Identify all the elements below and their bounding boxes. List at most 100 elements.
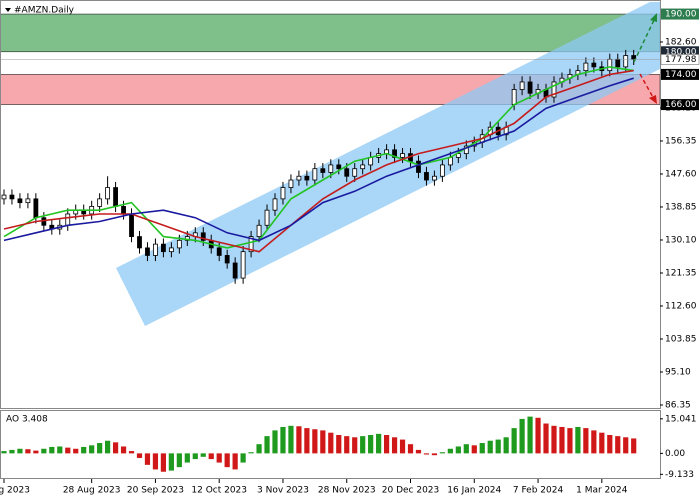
ao-bar [511,428,517,454]
candle-body [121,206,126,215]
candle-body [161,243,166,253]
ao-bar [33,450,39,454]
y-tick-label: 103.85 [665,334,697,344]
ao-bar [288,425,294,454]
candle-body [527,81,533,94]
y-tick-label: 156.35 [665,136,697,146]
candle-body [352,168,358,177]
ao-bar [1,451,7,454]
ao-bar [280,426,286,454]
ao-bar [487,440,493,454]
candle-body [623,55,629,68]
ao-bar [575,426,581,454]
candle-body [97,198,103,207]
y-tick-label: 121.35 [665,268,697,278]
zone [0,13,661,53]
candle-body [216,247,222,256]
candle-body [280,187,286,200]
candle-body [416,160,421,173]
ao-bar [423,453,430,455]
x-tick-label: 16 Jan 2024 [447,486,501,496]
y-tick-label: 130.10 [665,235,697,245]
ao-bar [73,448,79,454]
ao-bar [200,453,206,457]
ao-bar [447,448,453,454]
y-tick-label: 86.35 [665,400,691,410]
ao-bar [360,436,366,454]
moving-average [3,77,634,242]
moving-averages [3,66,634,253]
candle-body [65,213,71,226]
down-arrow [639,73,655,100]
ao-bar [368,434,374,454]
ao-bar [583,428,589,454]
level-label-bg [661,99,699,111]
y-tick-label: 112.60 [665,301,697,311]
candle-body [232,262,238,279]
ao-bar [439,452,445,454]
ao-bar [89,445,95,454]
ao-bar [407,444,414,454]
ao-bar [41,448,47,454]
ao-bar [120,446,127,454]
candle-body [439,164,445,177]
x-tick-label: 1 Mar 2024 [576,486,628,496]
candle-body [17,198,23,204]
ao-bar [320,430,326,454]
menu-triangle [5,8,11,12]
candle-body [264,209,270,226]
ao-bar [471,445,477,454]
ao-bar [248,452,254,454]
candle-body [288,179,294,188]
ao-bar [527,416,533,454]
candle-body [336,164,342,170]
ao-bar [431,453,438,456]
candle-body [1,194,7,200]
candle-body [105,187,111,200]
candle-body [296,175,302,181]
candle-body [320,168,326,173]
level-label-bg [661,68,699,80]
current-price-label: 177.98 [665,55,697,65]
candle-body [224,255,230,264]
candle-body [360,164,366,170]
ao-bar [623,437,629,454]
ao-bar [415,449,422,454]
ao-bar [495,439,501,454]
x-tick-label: 4 Aug 2023 [0,486,30,496]
ao-bar [391,437,398,454]
ao-bar [136,453,143,458]
moving-average [3,66,634,249]
candle-body [432,175,437,181]
ao-bar [631,438,637,454]
candle-body [583,62,589,72]
ao-bar [336,434,342,454]
candle-body [344,168,350,177]
ao-bar [144,453,151,465]
candle-body [304,175,310,181]
ao-bar [216,453,222,463]
ao-bar [543,423,549,454]
ao-bar [184,453,190,463]
level-label-bg [661,8,699,20]
ao-bar [455,446,461,454]
ao-tick-label: 15.041 [665,414,697,424]
candle-body [153,243,158,256]
x-tick-label: 20 Sep 2023 [127,486,184,496]
candle-body [9,194,15,200]
x-tick-label: 28 Nov 2023 [318,486,376,496]
ao-bar [81,446,87,454]
ao-bar [160,453,167,472]
chart-title: #AMZN.Daily [14,6,75,16]
ao-bar [208,453,214,460]
candle-body [25,198,31,204]
level-label: 166.00 [665,100,697,110]
ao-bar [168,453,174,471]
indicator [1,416,637,472]
y-tick-label: 182.60 [665,37,697,47]
y-tick-label: 95.10 [665,367,691,377]
candle-body [129,213,134,237]
ao-bar [607,434,613,454]
moving-average [3,69,634,253]
